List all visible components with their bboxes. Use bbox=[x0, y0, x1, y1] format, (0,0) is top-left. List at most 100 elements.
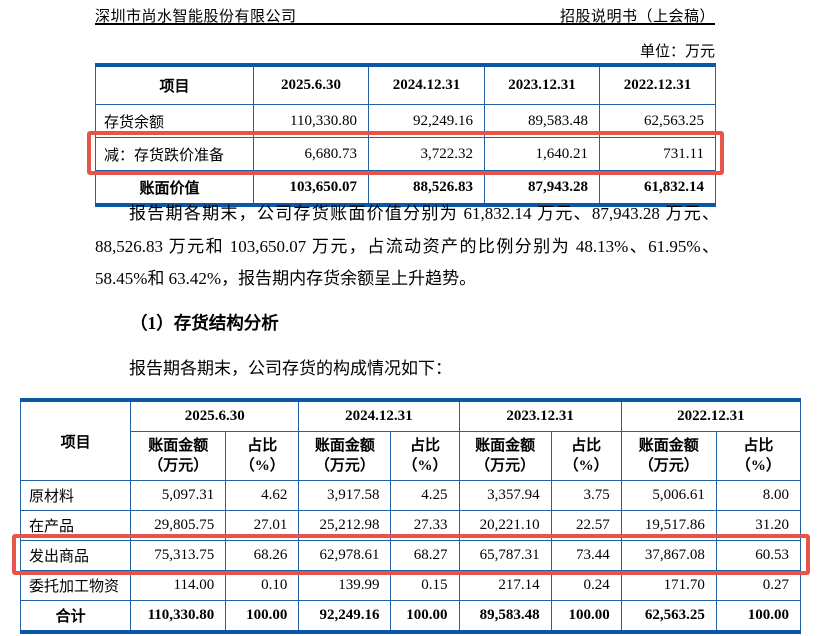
value-cell: 92,249.16 bbox=[368, 104, 485, 138]
table-row: 委托加工物资 114.00 0.10 139.99 0.15 217.14 0.24 171.… bbox=[19, 570, 802, 601]
row-label-cell: 发出商品 bbox=[19, 540, 132, 571]
value-cell: 27.33 bbox=[390, 510, 460, 541]
value-cell: 103,650.07 bbox=[253, 170, 369, 206]
value-cell: 110,330.80 bbox=[130, 600, 227, 633]
amount-subheader: 账面金额 （万元） bbox=[458, 431, 552, 481]
value-cell: 92,249.16 bbox=[298, 600, 392, 633]
value-cell: 100.00 bbox=[225, 600, 300, 633]
value-cell: 68.27 bbox=[390, 540, 460, 571]
value-cell: 60.53 bbox=[715, 540, 802, 571]
structure-header-period-row: 项目 2025.6.30 2024.12.31 2023.12.31 2022.12.3… bbox=[19, 399, 802, 481]
ratio-subheader: 占比 （%） bbox=[715, 431, 802, 481]
amount-subheader: 账面金额 （万元） bbox=[620, 431, 717, 481]
ratio-subheader: 占比 （%） bbox=[550, 431, 622, 481]
value-cell: 20,221.10 bbox=[458, 510, 552, 541]
value-cell: 3,722.32 bbox=[368, 137, 485, 171]
value-cell: 0.24 bbox=[550, 570, 622, 601]
unit-note: 单位：万元 bbox=[639, 44, 715, 60]
value-cell: 68.26 bbox=[225, 540, 300, 571]
value-cell: 3,357.94 bbox=[458, 480, 552, 511]
value-cell: 65,787.31 bbox=[458, 540, 552, 571]
structure-table-head: 项目 2025.6.30 2024.12.31 2023.12.31 2022.12.3… bbox=[19, 399, 802, 481]
summary-table-body: 存货余额 110,330.80 92,249.16 89,583.48 62,563.2… bbox=[95, 104, 716, 206]
value-cell: 100.00 bbox=[390, 600, 460, 633]
summary-table-head: 项目 2025.6.30 2024.12.31 2023.12.31 2022.12.3… bbox=[95, 64, 716, 105]
value-cell: 1,640.21 bbox=[484, 137, 600, 171]
value-cell: 29,805.75 bbox=[130, 510, 227, 541]
amount-subheader: 账面金额 （万元） bbox=[130, 431, 227, 481]
summary-header-row: 项目 2025.6.30 2024.12.31 2023.12.31 2022.12.3… bbox=[95, 64, 716, 105]
row-label-cell: 原材料 bbox=[19, 480, 132, 511]
header-divider bbox=[95, 23, 715, 25]
structure-header-sub-row: 账面金额 （万元） 占比 （%） 账面金额 （万元） 占比 （%） 账面金额 （万元）占… bbox=[21, 431, 802, 481]
value-cell: 5,006.61 bbox=[620, 480, 717, 511]
value-cell: 731.11 bbox=[599, 137, 716, 171]
inventory-structure-table: 项目 2025.6.30 2024.12.31 2023.12.31 2022.12.3… bbox=[12, 398, 810, 634]
value-cell: 4.62 bbox=[225, 480, 300, 511]
value-cell: 22.57 bbox=[550, 510, 622, 541]
table-row: 在产品 29,805.75 27.01 25,212.98 27.33 20,221.10… bbox=[19, 510, 802, 541]
value-cell: 3,917.58 bbox=[298, 480, 392, 511]
inventory-summary-table: 项目 2025.6.30 2024.12.31 2023.12.31 2022.12.3… bbox=[87, 63, 724, 207]
period-column-header: 2025.6.30 bbox=[130, 399, 300, 432]
table-row: 发出商品 75,313.75 68.26 62,978.61 68.27 65,787.3… bbox=[19, 540, 802, 571]
row-label-cell: 减：存货跌价准备 bbox=[95, 137, 254, 171]
value-cell: 171.70 bbox=[620, 570, 717, 601]
period-column-header: 2023.12.31 bbox=[458, 399, 622, 432]
value-cell: 87,943.28 bbox=[484, 170, 600, 206]
value-cell: 27.01 bbox=[225, 510, 300, 541]
table-row: 原材料 5,097.31 4.62 3,917.58 4.25 3,357.94 3.75 5… bbox=[19, 480, 802, 511]
ratio-subheader: 占比 （%） bbox=[390, 431, 460, 481]
item-column-header: 项目 bbox=[95, 64, 254, 105]
value-cell: 4.25 bbox=[390, 480, 460, 511]
ratio-subheader: 占比 （%） bbox=[225, 431, 300, 481]
company-name: 深圳市尚水智能股份有限公司 bbox=[95, 9, 297, 25]
row-label-cell: 账面价值 bbox=[95, 170, 254, 206]
value-cell: 89,583.48 bbox=[458, 600, 552, 633]
value-cell: 0.10 bbox=[225, 570, 300, 601]
value-cell: 110,330.80 bbox=[253, 104, 369, 138]
value-cell: 8.00 bbox=[715, 480, 802, 511]
period-column-header: 2023.12.31 bbox=[484, 64, 600, 105]
structure-table-body: 原材料 5,097.31 4.62 3,917.58 4.25 3,357.94 3.75 5… bbox=[19, 480, 802, 633]
value-cell: 62,563.25 bbox=[620, 600, 717, 633]
table-row: 合计 110,330.80 100.00 92,249.16 100.00 89,583.… bbox=[19, 600, 802, 633]
paragraph-inventory-values: 报告期各期末，公司存货账面价值分别为 61,832.14 万元、87,943.2… bbox=[95, 204, 719, 288]
table-row: 账面价值 103,650.07 88,526.83 87,943.28 61,832.1… bbox=[95, 170, 716, 206]
inventory-structure-table-grid: 项目 2025.6.30 2024.12.31 2023.12.31 2022.12.3… bbox=[19, 398, 802, 634]
row-label-cell: 在产品 bbox=[19, 510, 132, 541]
value-cell: 217.14 bbox=[458, 570, 552, 601]
period-column-header: 2022.12.31 bbox=[620, 399, 802, 432]
period-column-header: 2024.12.31 bbox=[368, 64, 485, 105]
item-column-header: 项目 bbox=[19, 399, 132, 481]
value-cell: 6,680.73 bbox=[253, 137, 369, 171]
period-column-header: 2025.6.30 bbox=[253, 64, 369, 105]
value-cell: 75,313.75 bbox=[130, 540, 227, 571]
value-cell: 19,517.86 bbox=[620, 510, 717, 541]
row-label-cell: 委托加工物资 bbox=[19, 570, 132, 601]
value-cell: 88,526.83 bbox=[368, 170, 485, 206]
value-cell: 73.44 bbox=[550, 540, 622, 571]
value-cell: 100.00 bbox=[715, 600, 802, 633]
value-cell: 25,212.98 bbox=[298, 510, 392, 541]
value-cell: 31.20 bbox=[715, 510, 802, 541]
value-cell: 3.75 bbox=[550, 480, 622, 511]
row-label-cell: 合计 bbox=[19, 600, 132, 633]
document-type: 招股说明书（上会稿） bbox=[559, 9, 715, 25]
value-cell: 0.27 bbox=[715, 570, 802, 601]
paragraph-lead-in: 报告期各期末，公司存货的构成情况如下： bbox=[129, 359, 452, 378]
value-cell: 37,867.08 bbox=[620, 540, 717, 571]
value-cell: 5,097.31 bbox=[130, 480, 227, 511]
row-label-cell: 存货余额 bbox=[95, 104, 254, 138]
value-cell: 0.15 bbox=[390, 570, 460, 601]
amount-subheader: 账面金额 （万元） bbox=[298, 431, 392, 481]
value-cell: 61,832.14 bbox=[599, 170, 716, 206]
period-column-header: 2022.12.31 bbox=[599, 64, 716, 105]
value-cell: 62,563.25 bbox=[599, 104, 716, 138]
value-cell: 62,978.61 bbox=[298, 540, 392, 571]
inventory-summary-table-grid: 项目 2025.6.30 2024.12.31 2023.12.31 2022.12.3… bbox=[95, 63, 716, 207]
value-cell: 139.99 bbox=[298, 570, 392, 601]
running-header: 深圳市尚水智能股份有限公司 招股说明书（上会稿） bbox=[95, 5, 715, 26]
section-heading-structure-analysis: （1）存货结构分析 bbox=[130, 313, 279, 333]
